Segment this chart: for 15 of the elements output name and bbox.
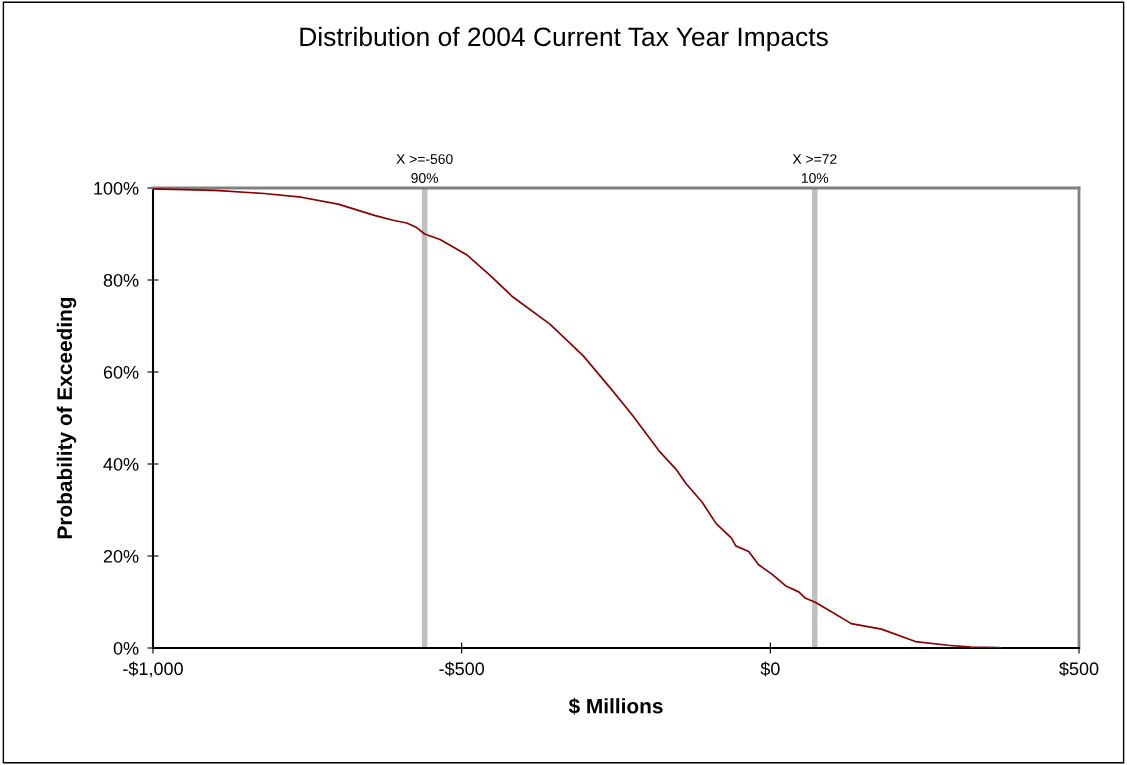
y-tick-label: 0% (113, 641, 139, 655)
chart-title: Distribution of 2004 Current Tax Year Impacts (300, 26, 828, 52)
ref-line-label: X >=-560 90% (396, 154, 453, 183)
y-tick-label: 100% (94, 181, 139, 195)
ref-line-label: X >=72 10% (792, 154, 837, 183)
x-axis-title: $ Millions (568, 697, 663, 715)
y-tick-label: 40% (103, 457, 139, 471)
y-tick-label: 60% (103, 365, 139, 379)
y-tick-label: 20% (103, 549, 139, 563)
x-tick-label: $500 (1059, 661, 1099, 677)
y-axis-title: Probability of Exceeding (56, 297, 77, 539)
x-tick-label: -$500 (439, 661, 485, 677)
x-tick-label: -$1,000 (123, 661, 183, 678)
x-tick-label: $0 (760, 661, 780, 677)
y-tick-label: 80% (103, 273, 139, 287)
